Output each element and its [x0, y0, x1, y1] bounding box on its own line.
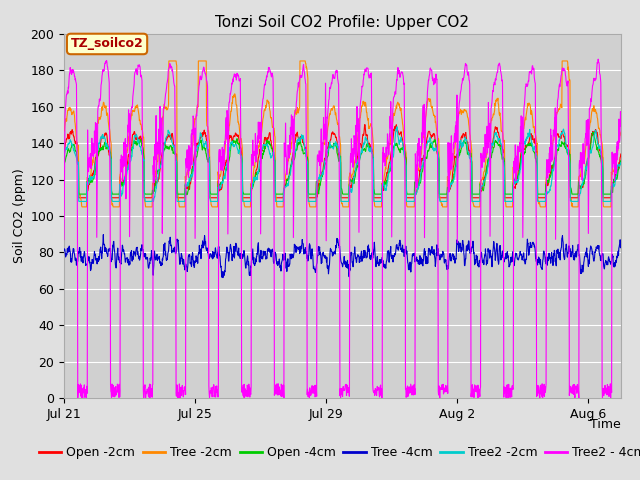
Text: Time: Time: [590, 419, 621, 432]
Y-axis label: Soil CO2 (ppm): Soil CO2 (ppm): [13, 168, 26, 264]
Title: Tonzi Soil CO2 Profile: Upper CO2: Tonzi Soil CO2 Profile: Upper CO2: [216, 15, 469, 30]
Legend: Open -2cm, Tree -2cm, Open -4cm, Tree -4cm, Tree2 -2cm, Tree2 - 4cm: Open -2cm, Tree -2cm, Open -4cm, Tree -4…: [34, 441, 640, 464]
Text: TZ_soilco2: TZ_soilco2: [70, 37, 143, 50]
